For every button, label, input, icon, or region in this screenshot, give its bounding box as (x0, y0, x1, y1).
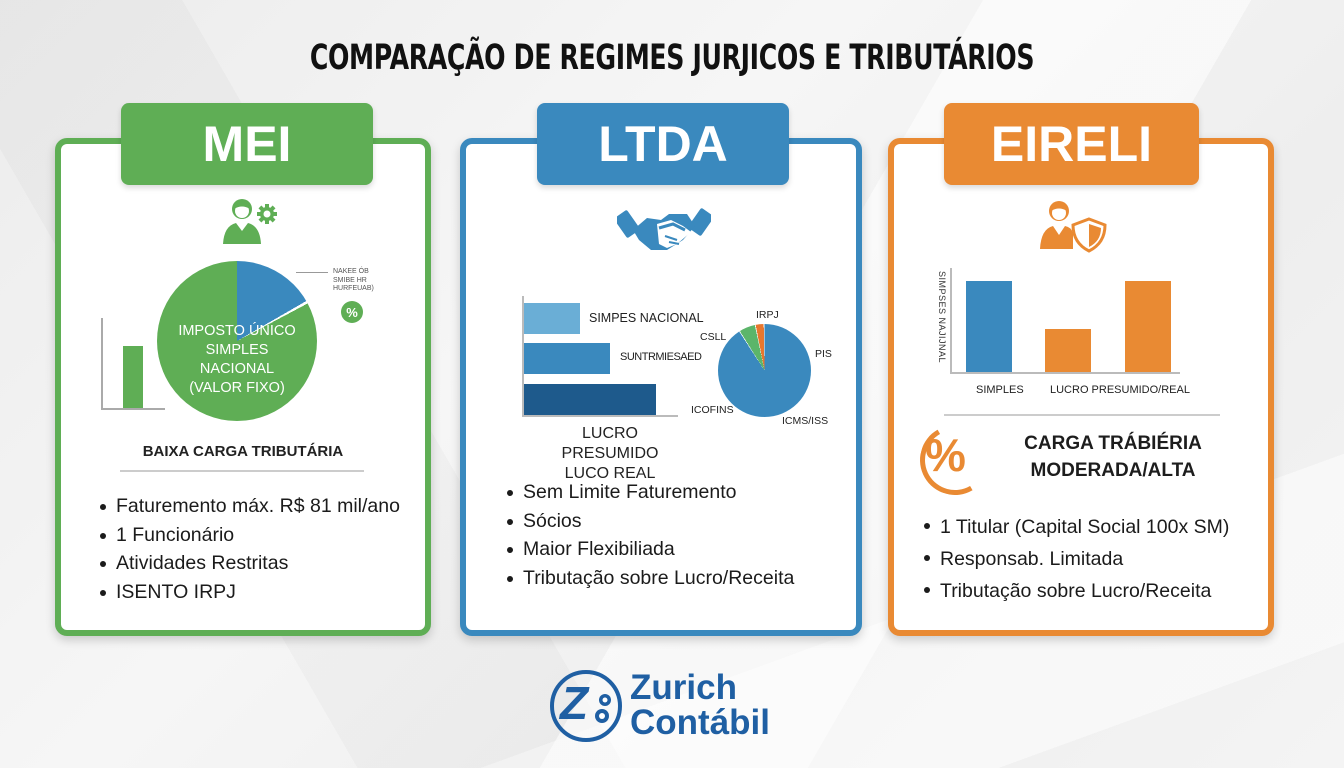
mei-pie-chart (157, 261, 317, 421)
logo-mark: Z (560, 677, 589, 729)
ltda-bar-lucro (524, 384, 656, 415)
ltda-bar-label: SIMPES NACIONAL (589, 311, 704, 325)
callout-line (296, 272, 328, 273)
eireli-bar-presumido (1045, 329, 1091, 372)
ltda-bar-simples (524, 303, 580, 334)
list-item: Faturemento máx. R$ 81 mil/ano (98, 492, 400, 521)
tab-ltda: LTDA (537, 103, 789, 185)
mei-chart-y-axis (101, 318, 103, 410)
list-item: ISENTO IRPJ (98, 578, 400, 607)
eireli-chart-ylabel: SIMPSES NAJIJNAL (937, 270, 947, 364)
eireli-xlabel-simples: SIMPLES (976, 384, 1024, 396)
page-title: COMPARAÇÃO DE REGIMES JURJICOS E TRIBUTÁ… (309, 38, 1035, 78)
pie-label-csll: CSLL (700, 331, 727, 343)
divider (120, 470, 364, 472)
logo-circle (550, 670, 622, 742)
eireli-bar-real (1125, 281, 1171, 372)
mei-subhead: BAIXA CARGA TRIBUTÁRIA (142, 443, 344, 460)
tab-mei: MEI (121, 103, 373, 185)
mei-pie-label: IMPOSTO ÚNICO SIMPLES NACIONAL (VALOR FI… (178, 323, 296, 396)
pie-label-icms: ICMS/ISS (782, 415, 829, 427)
percent-badge-icon: % (341, 301, 363, 323)
ltda-chart-x-axis (522, 415, 678, 417)
list-item: Sócios (505, 507, 794, 536)
eireli-chart-x-axis (950, 372, 1180, 374)
mei-chart-bar (123, 346, 143, 408)
list-item: 1 Titular (Capital Social 100x SM) (922, 511, 1229, 543)
person-shield-icon (1040, 201, 1107, 253)
eireli-bar-simples (966, 281, 1012, 372)
ltda-chart-xlabel: LUCRO PRESUMIDO LUCO REAL (561, 425, 659, 482)
list-item: Sem Limite Faturemento (505, 478, 794, 507)
ltda-bullet-list: Sem Limite Faturemento Sócios Maior Flex… (505, 478, 794, 592)
list-item: 1 Funcionário (98, 521, 400, 550)
divider (944, 414, 1220, 416)
list-item: Responsab. Limitada (922, 543, 1229, 575)
ltda-pie-chart (718, 324, 811, 417)
person-gear-icon (223, 199, 277, 244)
ltda-chart-y-axis (522, 296, 524, 416)
mei-bullet-list: Faturemento máx. R$ 81 mil/ano 1 Funcion… (98, 492, 400, 606)
tab-eireli: EIRELI (944, 103, 1199, 185)
percent-icon: % (925, 429, 966, 481)
logo-text: Zurich Contábil (630, 668, 770, 742)
list-item: Maior Flexibiliada (505, 535, 794, 564)
mei-pie-callout: NAKEE ÓB SMIBE HR HURFEUAB) (333, 268, 374, 292)
pie-label-cofins: ICOFINS (691, 404, 734, 416)
mei-chart-x-axis (101, 408, 165, 410)
list-item: Tributação sobre Lucro/Receita (505, 564, 794, 593)
eireli-carga-heading: CARGA TRÁBIÉRIA MODERADA/ALTA (1024, 433, 1202, 481)
eireli-chart-y-axis (950, 268, 952, 374)
ltda-bar-label: SUNTRMIESAED (620, 351, 702, 363)
ltda-bar-middle (524, 343, 610, 374)
gear-icon (595, 694, 611, 723)
list-item: Atividades Restritas (98, 549, 400, 578)
eireli-bullet-list: 1 Titular (Capital Social 100x SM) Respo… (922, 511, 1229, 607)
pie-label-irpj: IRPJ (756, 309, 779, 321)
eireli-xlabel-lucro: LUCRO PRESUMIDO/REAL (1050, 384, 1190, 396)
pie-label-pis: PIS (815, 348, 832, 360)
handshake-icon (617, 208, 711, 250)
list-item: Tributação sobre Lucro/Receita (922, 575, 1229, 607)
